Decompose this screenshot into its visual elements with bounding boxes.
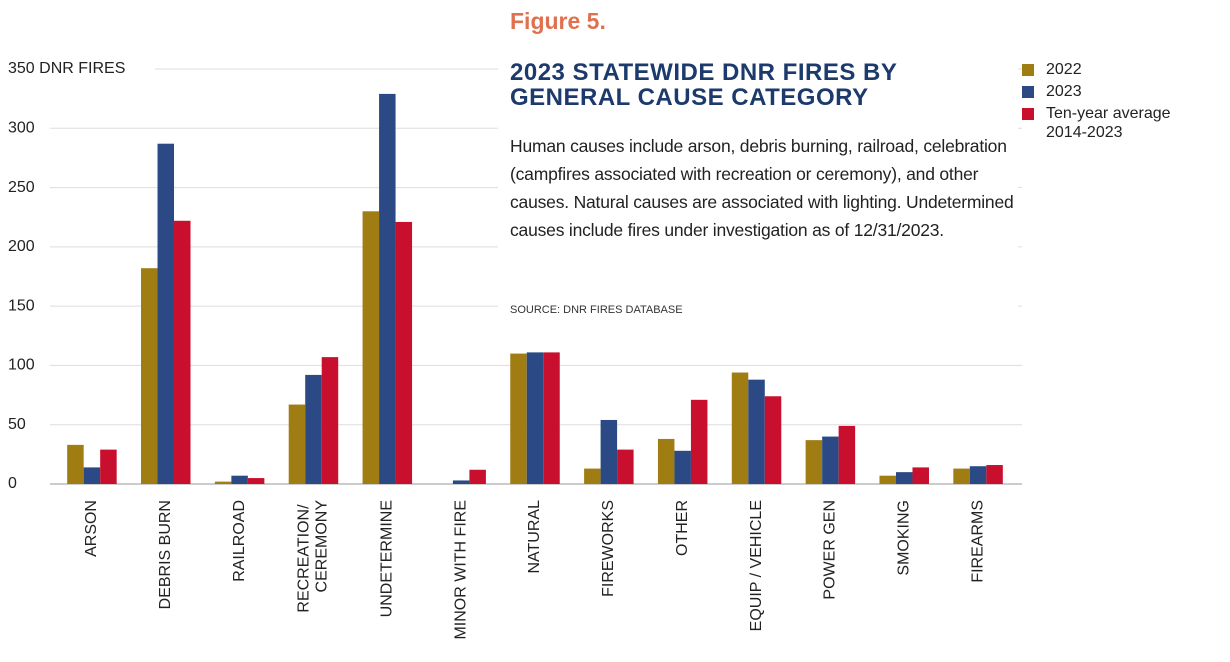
bar	[247, 478, 265, 484]
text-panel	[498, 0, 1018, 325]
x-tick-label: FIREARMS	[969, 500, 986, 583]
bar	[953, 468, 970, 484]
x-tick-label: FIREWORKS	[600, 500, 617, 597]
bar	[895, 472, 913, 484]
x-tick-label: UNDETERMINE	[379, 500, 396, 617]
bar	[674, 450, 691, 484]
bar	[690, 399, 708, 484]
y-tick-label: 100	[8, 357, 35, 374]
bar	[748, 379, 765, 484]
bar	[469, 469, 486, 484]
bar	[100, 449, 117, 484]
bar	[822, 436, 839, 484]
figure-label: Figure 5.	[510, 8, 606, 34]
bar	[543, 352, 560, 484]
bar	[510, 353, 527, 484]
bar	[986, 465, 1003, 484]
legend-swatch	[1022, 108, 1034, 120]
x-tick-label: OTHER	[674, 500, 691, 556]
x-tick-label: SMOKING	[895, 500, 912, 576]
x-tick-label: MINOR WITH FIRE	[452, 500, 469, 640]
bar	[912, 467, 929, 484]
bar	[526, 352, 544, 484]
bar	[174, 220, 191, 484]
bar	[395, 221, 413, 484]
subtitle: Human causes include arson, debris burni…	[510, 136, 1014, 240]
bar	[731, 372, 749, 484]
x-tick-label: ARSON	[83, 500, 100, 557]
bar	[321, 357, 339, 484]
legend-label: 2022	[1046, 61, 1082, 78]
y-tick-label: 250	[8, 179, 35, 196]
x-tick-label: RAILROAD	[231, 500, 248, 582]
bar	[141, 268, 158, 484]
bar	[379, 93, 396, 485]
bar	[805, 440, 823, 484]
bar	[657, 438, 675, 484]
legend-label: 2023	[1046, 83, 1082, 100]
bar	[214, 481, 232, 484]
bar	[83, 467, 101, 484]
y-tick-label: 150	[8, 297, 35, 314]
bar	[67, 444, 84, 484]
x-tick-label: POWER GEN	[822, 500, 839, 600]
bar	[231, 475, 248, 484]
bar	[764, 396, 782, 484]
x-tick-label: RECREATION/ CEREMONY	[296, 500, 331, 613]
legend-label: Ten-year average 2014-2023	[1046, 105, 1175, 141]
y-tick-label: 0	[8, 475, 17, 492]
bar	[600, 419, 618, 484]
x-tick-label: EQUIP / VEHICLE	[748, 500, 765, 631]
x-tick-label: NATURAL	[526, 500, 543, 574]
bar	[362, 211, 380, 485]
bar	[969, 466, 987, 484]
source: SOURCE: DNR FIRES DATABASE	[510, 304, 683, 316]
y-tick-label: 200	[8, 238, 35, 255]
y-tick-label: 300	[8, 120, 35, 137]
bar	[288, 404, 306, 484]
x-tick-label: DEBRIS BURN	[157, 500, 174, 609]
bar	[452, 480, 470, 484]
bar	[584, 468, 601, 484]
bar	[305, 374, 322, 484]
legend-swatch	[1022, 86, 1034, 98]
bar	[157, 143, 175, 484]
legend-swatch	[1022, 64, 1034, 76]
y-tick-label: 50	[8, 416, 26, 433]
bar	[617, 449, 634, 484]
bar	[879, 475, 896, 484]
bar	[838, 425, 856, 484]
y-tick-label: 350 DNR FIRES	[8, 60, 125, 77]
chart-title: 2023 STATEWIDE DNR FIRES BY GENERAL CAUS…	[510, 59, 897, 111]
